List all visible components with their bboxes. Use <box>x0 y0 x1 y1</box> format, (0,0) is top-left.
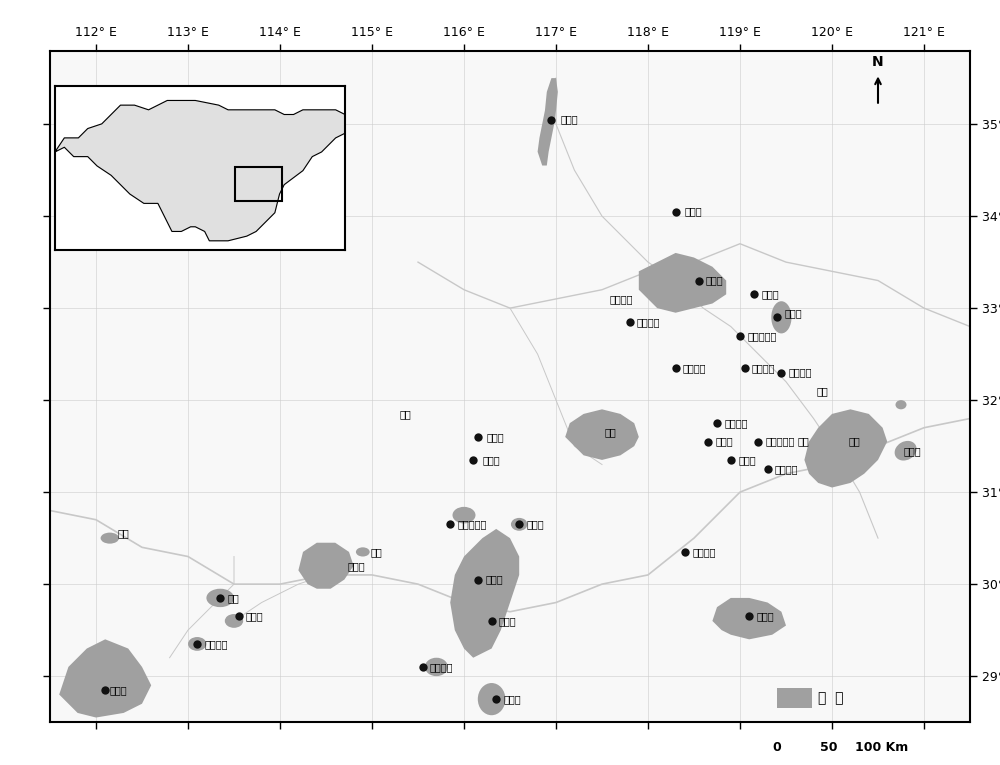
Polygon shape <box>565 409 639 460</box>
Text: 石白湖: 石白湖 <box>715 437 733 447</box>
Polygon shape <box>639 253 726 313</box>
Text: 三岔水库: 三岔水库 <box>683 363 706 373</box>
Text: 柘林水库: 柘林水库 <box>430 662 453 672</box>
Text: 武昌湖: 武昌湖 <box>527 519 544 529</box>
Bar <box>235 167 282 201</box>
Text: 阳澄湖: 阳澄湖 <box>904 446 921 456</box>
Polygon shape <box>450 529 519 658</box>
Ellipse shape <box>511 518 527 531</box>
Polygon shape <box>538 78 558 165</box>
Text: 鄱阳湖: 鄱阳湖 <box>499 616 517 626</box>
Text: 老鸭坝水库: 老鸭坝水库 <box>766 437 795 447</box>
Ellipse shape <box>895 400 907 409</box>
Text: 沙河: 沙河 <box>798 437 810 447</box>
Text: 太湖: 太湖 <box>849 437 860 447</box>
Text: 太平水库: 太平水库 <box>692 547 716 557</box>
Text: 花亭湖水库: 花亭湖水库 <box>458 519 487 529</box>
Text: 庐山湖: 庐山湖 <box>504 694 521 704</box>
Text: 高邮湖: 高邮湖 <box>784 308 802 317</box>
Text: 句容水库: 句容水库 <box>752 363 775 373</box>
Ellipse shape <box>206 589 234 607</box>
Polygon shape <box>298 542 354 589</box>
Text: 二圣水库: 二圣水库 <box>789 367 812 377</box>
Text: 磁湖: 磁湖 <box>370 547 382 557</box>
Polygon shape <box>712 598 786 640</box>
Text: 南漪湖: 南漪湖 <box>738 455 756 465</box>
Bar <box>777 688 812 708</box>
Ellipse shape <box>356 547 370 556</box>
Text: 骆马湖: 骆马湖 <box>685 207 702 216</box>
Text: 佛子岭: 佛子岭 <box>482 455 500 465</box>
Text: 南四湖: 南四湖 <box>561 115 578 125</box>
Text: 千岛湖: 千岛湖 <box>757 611 774 621</box>
Text: 龙感湖: 龙感湖 <box>485 575 503 584</box>
Text: 岳阳南湖: 岳阳南湖 <box>205 639 228 649</box>
Text: 横山水库: 横山水库 <box>775 464 798 474</box>
Text: N: N <box>872 55 884 69</box>
Polygon shape <box>804 409 887 487</box>
Text: 黄盖湖: 黄盖湖 <box>246 611 264 621</box>
Text: 溧湖: 溧湖 <box>816 386 828 396</box>
Text: 梁子湖: 梁子湖 <box>347 561 365 571</box>
Ellipse shape <box>101 532 119 544</box>
Text: 金牛湖水库: 金牛湖水库 <box>747 330 777 340</box>
Text: 赵村水库: 赵村水库 <box>724 418 748 428</box>
Text: 长湖: 长湖 <box>117 529 129 539</box>
Text: 100 Km: 100 Km <box>855 741 908 754</box>
Text: 梅山: 梅山 <box>400 409 411 419</box>
Text: 巢湖: 巢湖 <box>605 428 617 438</box>
Ellipse shape <box>895 441 917 461</box>
Polygon shape <box>59 640 151 718</box>
Ellipse shape <box>188 637 206 651</box>
Ellipse shape <box>425 658 448 676</box>
Polygon shape <box>55 100 345 241</box>
Ellipse shape <box>771 301 792 334</box>
Text: 洪泽湖: 洪泽湖 <box>706 275 724 285</box>
Text: 洪湖: 洪湖 <box>228 593 239 603</box>
Ellipse shape <box>452 507 476 523</box>
Text: 洞庭湖: 洞庭湖 <box>110 685 127 695</box>
Text: 湖  泊: 湖 泊 <box>818 692 844 705</box>
Text: 50: 50 <box>820 741 838 754</box>
Text: 0: 0 <box>772 741 781 754</box>
Ellipse shape <box>225 614 243 628</box>
Text: 驷上水库: 驷上水库 <box>609 294 633 304</box>
Text: 白马湖: 白马湖 <box>761 289 779 299</box>
Text: 响洪甸: 响洪甸 <box>487 432 505 442</box>
Ellipse shape <box>459 568 487 591</box>
Text: 化农水库: 化农水库 <box>637 317 660 327</box>
Ellipse shape <box>478 683 505 715</box>
